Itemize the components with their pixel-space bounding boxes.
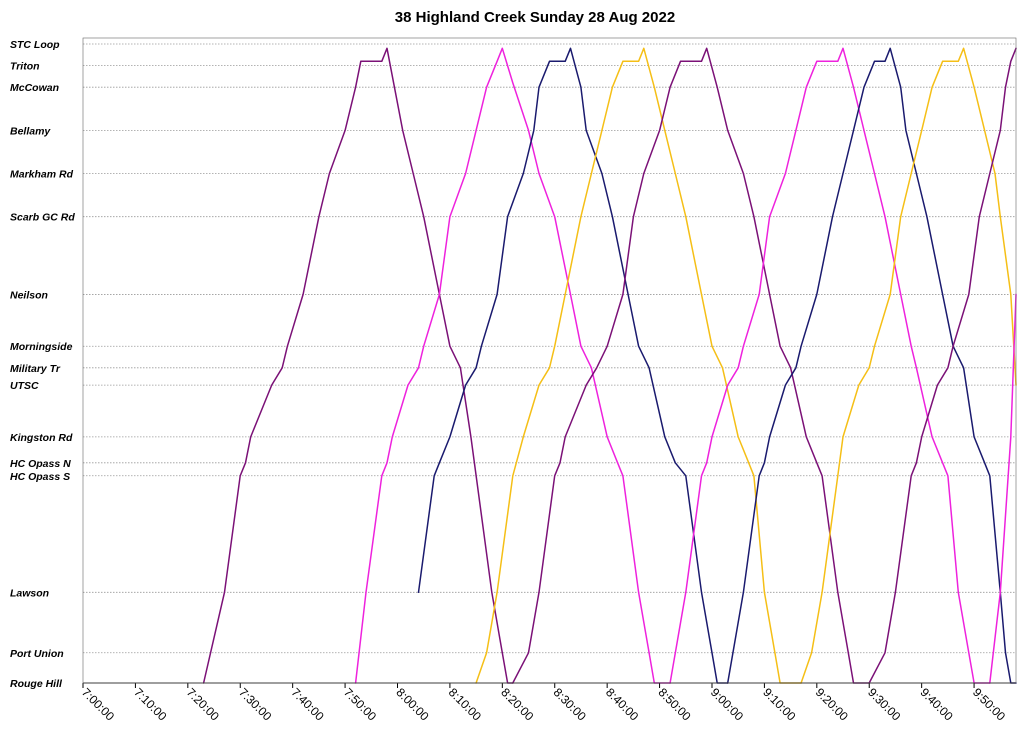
- trip-line-5: [512, 47, 870, 684]
- stop-label: Markham Rd: [10, 169, 74, 181]
- stop-label: Neilson: [10, 289, 48, 301]
- stop-label: Bellamy: [10, 125, 51, 137]
- stop-label: Kingston Rd: [10, 432, 73, 444]
- stop-label: HC Opass N: [10, 458, 71, 470]
- stop-label: Port Union: [10, 648, 64, 660]
- stop-label: HC Opass S: [10, 471, 70, 483]
- stop-label: Rouge Hill: [10, 678, 63, 690]
- x-tick-label: 8:00:00: [393, 685, 431, 723]
- x-tick-label: 9:20:00: [813, 685, 851, 723]
- stop-label: UTSC: [10, 380, 39, 392]
- x-tick-label: 8:30:00: [551, 685, 589, 723]
- trip-line-7: [726, 47, 1017, 684]
- x-tick-label: 8:40:00: [603, 685, 641, 723]
- trip-line-8: [800, 47, 1017, 684]
- x-tick-label: 7:40:00: [289, 685, 327, 723]
- trip-line-6: [669, 47, 991, 684]
- x-tick-label: 7:50:00: [341, 685, 379, 723]
- x-tick-label: 7:00:00: [79, 685, 117, 723]
- time-axis: 7:00:00 7:10:00 7:20:00 7:30:00 7:40:00 7:50:…: [79, 682, 1016, 724]
- x-tick-label: 7:10:00: [131, 685, 169, 723]
- plot-frame: [82, 37, 1017, 684]
- stop-label: Lawson: [10, 587, 49, 599]
- stop-label: McCowan: [10, 82, 59, 94]
- x-tick-label: 9:30:00: [865, 685, 903, 723]
- trip-lines: [202, 47, 1017, 684]
- stop-label: Morningside: [10, 341, 73, 353]
- stop-label: STC Loop: [10, 39, 60, 51]
- stop-label: Triton: [10, 61, 40, 73]
- chart-title: 38 Highland Creek Sunday 28 Aug 2022: [395, 9, 675, 26]
- trip-line-9: [868, 47, 1017, 684]
- x-tick-label: 7:30:00: [236, 685, 274, 723]
- x-tick-label: 8:10:00: [446, 685, 484, 723]
- stop-label: Scarb GC Rd: [10, 212, 75, 224]
- x-tick-label: 9:50:00: [970, 685, 1008, 723]
- x-tick-label: 9:00:00: [708, 685, 746, 723]
- trip-line-10: [989, 293, 1017, 684]
- x-tick-label: 8:20:00: [498, 685, 536, 723]
- x-tick-label: 7:20:00: [184, 685, 222, 723]
- stop-labels: STC Loop Triton McCowan Bellamy Markham Rd Sc…: [10, 39, 75, 690]
- grid-lines: [83, 43, 1016, 684]
- trip-line-2: [354, 47, 671, 684]
- trip-line-1: [202, 47, 514, 684]
- trip-line-4: [475, 47, 802, 684]
- stop-label: Military Tr: [10, 363, 61, 375]
- x-tick-label: 8:50:00: [655, 685, 693, 723]
- trip-line-3: [417, 47, 729, 684]
- x-tick-label: 9:40:00: [918, 685, 956, 723]
- x-tick-label: 9:10:00: [760, 685, 798, 723]
